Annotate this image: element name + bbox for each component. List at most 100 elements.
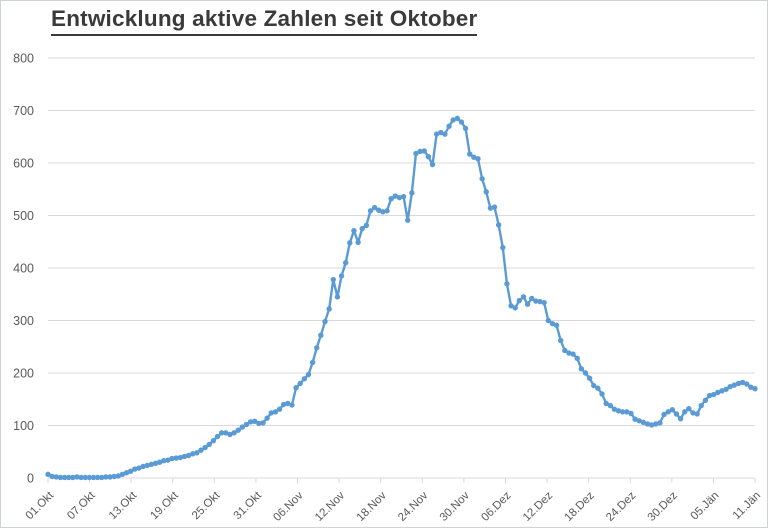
data-point (45, 471, 51, 478)
data-point (508, 303, 514, 309)
data-point (421, 148, 427, 154)
data-point (669, 407, 676, 413)
data-point (429, 161, 436, 168)
data-point (628, 410, 634, 417)
data-point (165, 457, 171, 463)
data-point (694, 411, 700, 417)
data-point (351, 228, 357, 234)
data-point (99, 474, 105, 481)
data-point (615, 408, 622, 414)
data-point (301, 376, 308, 382)
data-point (533, 298, 539, 304)
data-point (190, 451, 196, 457)
data-point (413, 150, 419, 157)
x-tick-label: 31.Okt (232, 489, 265, 522)
data-point (524, 301, 531, 307)
data-point (727, 383, 733, 390)
data-point (107, 474, 113, 480)
data-point (289, 402, 295, 408)
x-tick-label: 24.Nov (396, 489, 430, 523)
data-point (574, 355, 580, 361)
data-point (450, 117, 456, 123)
data-point (272, 409, 279, 415)
data-point (252, 418, 258, 424)
data-point (462, 125, 469, 132)
x-tick-label: 05.Jän (689, 490, 722, 523)
y-tick-label: 400 (13, 262, 34, 276)
data-point (264, 415, 270, 421)
x-tick-label: 24.Dez (604, 489, 638, 523)
data-point (648, 422, 655, 428)
data-point (677, 415, 684, 422)
data-point (380, 209, 386, 215)
data-point (359, 225, 365, 232)
x-tick-label: 06.Dez (479, 489, 513, 523)
data-point (537, 298, 543, 305)
data-point (686, 406, 692, 412)
data-point (173, 455, 179, 461)
data-point (239, 424, 246, 430)
data-point (127, 468, 134, 474)
data-point (632, 416, 638, 422)
data-point (82, 474, 88, 481)
data-point (545, 317, 551, 324)
data-point (719, 388, 725, 394)
data-point (330, 276, 336, 283)
data-point (706, 392, 713, 399)
data-point (467, 151, 473, 157)
chart-title: Entwicklung aktive Zahlen seit Oktober (51, 6, 478, 36)
data-point (210, 438, 217, 444)
data-point (471, 154, 477, 160)
y-tick-label: 200 (13, 367, 34, 381)
data-point (384, 208, 390, 214)
data-point (624, 409, 630, 415)
data-point (665, 409, 671, 415)
data-point (446, 123, 452, 129)
data-point (70, 474, 76, 481)
data-point (549, 320, 556, 327)
data-point (235, 427, 241, 433)
data-point (723, 386, 729, 392)
data-point (483, 189, 489, 195)
data-point (123, 470, 130, 476)
data-point (169, 455, 175, 462)
data-point (223, 430, 229, 436)
data-point (322, 318, 328, 325)
data-point (314, 345, 320, 351)
data-point (586, 375, 593, 381)
data-point (276, 406, 283, 412)
x-tick-label: 11.Jän (731, 490, 763, 522)
data-point (152, 460, 159, 466)
data-point (371, 204, 378, 211)
data-point (132, 466, 138, 472)
data-point (425, 154, 432, 160)
data-point (198, 447, 204, 453)
data-point (177, 454, 183, 461)
y-tick-label: 0 (27, 472, 34, 486)
data-point (690, 410, 696, 416)
y-tick-label: 100 (13, 419, 34, 433)
data-point (591, 382, 597, 389)
data-point (185, 452, 192, 459)
data-point (140, 463, 146, 470)
data-point (504, 281, 510, 287)
data-point (342, 260, 349, 266)
x-tick-label: 12.Nov (313, 489, 347, 523)
data-point (161, 457, 167, 464)
data-points (45, 115, 758, 481)
x-tick-label: 13.Okt (107, 489, 140, 522)
y-tick-label: 300 (13, 314, 34, 328)
data-point (231, 430, 237, 436)
data-point (65, 474, 72, 481)
data-point (454, 115, 461, 122)
data-point (562, 347, 568, 354)
data-point (702, 397, 709, 403)
data-point (280, 401, 287, 408)
data-point (227, 431, 233, 438)
data-point (90, 474, 97, 481)
data-point (698, 402, 704, 409)
data-point (636, 418, 642, 424)
data-point (516, 297, 523, 304)
